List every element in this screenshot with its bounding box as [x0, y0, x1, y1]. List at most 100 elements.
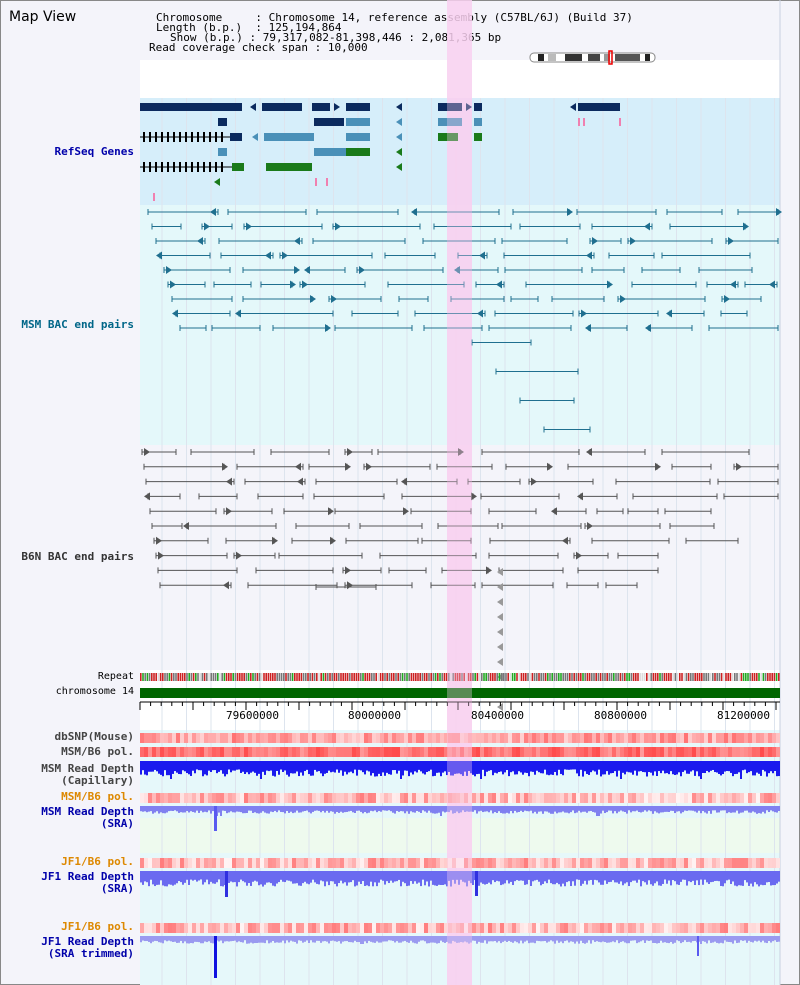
msm-depth-sra-bar [608, 806, 610, 811]
msm-bac-pair-arrow [246, 222, 252, 231]
repeat-mark [525, 673, 527, 681]
msm-depth-cap-bar [170, 761, 172, 779]
msm-depth-sra-bar [646, 806, 648, 812]
jf1-depth-bar [522, 871, 524, 881]
jf1-depth-bar [750, 871, 752, 884]
msm-depth-sra-bar [234, 806, 236, 813]
msm-depth-cap-bar [380, 761, 382, 776]
msm-depth-cap-bar [214, 761, 216, 771]
jf1-depth-bar [526, 871, 528, 885]
msm-depth-sra-bar [358, 806, 360, 811]
msm-depth-sra-bar [228, 806, 230, 813]
repeat-mark [463, 673, 465, 681]
jf1-trim-bar [434, 936, 436, 943]
jf1-pol2-cell [252, 923, 256, 933]
jf1-pol-cell [432, 858, 436, 868]
msm-pol-cell [740, 747, 744, 757]
msm-pol2-cell [756, 793, 760, 803]
jf1-pol-cell [452, 858, 456, 868]
msm-depth-sra-bar [436, 806, 438, 814]
dbsnp-cell [764, 733, 768, 743]
repeat-mark [626, 673, 628, 681]
jf1-pol2-cell [656, 923, 660, 933]
msm-depth-sra-bar [778, 806, 780, 811]
msm-depth-sra-bar [542, 806, 544, 814]
msm-pol2-cell [480, 793, 484, 803]
jf1-pol2-cell [304, 923, 308, 933]
jf1-pol-cell [720, 858, 724, 868]
jf1-trim-bar [338, 936, 340, 942]
msm-depth-cap-bar [186, 761, 188, 774]
jf1-trim-bar [664, 936, 666, 943]
repeat-mark [540, 673, 542, 681]
msm-depth-sra-bar [446, 806, 448, 812]
msm-depth-cap-bar [208, 761, 210, 771]
repeat-mark [450, 673, 452, 681]
jf1-depth-bar [730, 871, 732, 884]
track-label-msm-bac[interactable]: MSM BAC end pairs [21, 318, 134, 331]
msm-depth-sra-bar [262, 806, 264, 812]
msm-depth-sra-bar [398, 806, 400, 812]
jf1-depth-bar [558, 871, 560, 885]
jf1-trim-bar [234, 936, 236, 941]
jf1-depth-bar [282, 871, 284, 882]
jf1-pol2-cell [256, 923, 260, 933]
jf1-trim-bar [442, 936, 444, 943]
msm-depth-sra-bar [698, 806, 700, 811]
msm-pol2-cell [172, 793, 176, 803]
jf1-trim-bar [688, 936, 690, 942]
msm-depth-sra-bar [518, 806, 520, 812]
jf1-trim-bar [632, 936, 634, 941]
msm-depth-cap-bar [540, 761, 542, 774]
msm-depth-cap-bar [718, 761, 720, 774]
track-label-b6n-bac[interactable]: B6N BAC end pairs [21, 550, 134, 563]
msm-depth-sra-bar [758, 806, 760, 814]
repeat-mark [586, 673, 589, 681]
jf1-trim-bar [504, 936, 506, 941]
jf1-depth-bar [160, 871, 162, 881]
jf1-trim-bar [370, 936, 372, 942]
repeat-mark [734, 673, 736, 681]
jf1-pol-cell [360, 858, 364, 868]
jf1-pol2-cell [208, 923, 212, 933]
jf1-trim-bar [308, 936, 310, 944]
jf1-depth-bar [254, 871, 256, 881]
msm-pol2-cell [184, 793, 188, 803]
jf1-pol-cell [624, 858, 628, 868]
msm-depth-sra-bar [420, 806, 422, 813]
jf1-pol-cell [420, 858, 424, 868]
msm-depth-cap-bar [480, 761, 482, 779]
b6n-bac-pair-arrow [347, 448, 353, 456]
msm-depth-cap-bar [750, 761, 752, 772]
jf1-pol2-cell [328, 923, 332, 933]
b6n-arrow [497, 598, 503, 606]
jf1-pol2-cell [692, 923, 696, 933]
msm-depth-cap-bar [368, 761, 370, 772]
msm-depth-cap-bar [734, 761, 736, 775]
gene-exon [149, 162, 151, 172]
msm-pol-cell [620, 747, 624, 757]
jf1-depth-bar [532, 871, 534, 882]
msm-depth-sra-bar [746, 806, 748, 811]
jf1-pol-cell [212, 858, 216, 868]
jf1-depth-bar [602, 871, 604, 885]
jf1-pol-cell [628, 858, 632, 868]
jf1-trim-bar [526, 936, 528, 941]
jf1-trim-bar [248, 936, 250, 944]
jf1-trim-bar [718, 936, 720, 944]
jf1-pol2-cell [188, 923, 192, 933]
jf1-depth-bar [622, 871, 624, 886]
msm-depth-cap-bar [324, 761, 326, 774]
repeat-mark [709, 673, 712, 681]
repeat-mark [742, 673, 745, 681]
dbsnp-cell [584, 733, 588, 743]
jf1-trim-bar [774, 936, 776, 941]
track-label-refseq[interactable]: RefSeq Genes [54, 145, 134, 158]
msm-depth-sra-bar [160, 806, 162, 813]
jf1-pol-cell [428, 858, 432, 868]
dbsnp-cell [768, 733, 772, 743]
jf1-pol-cell [692, 858, 696, 868]
jf1-trim-bar [584, 936, 586, 944]
repeat-mark [687, 673, 690, 681]
msm-depth-sra-bar [724, 806, 726, 811]
